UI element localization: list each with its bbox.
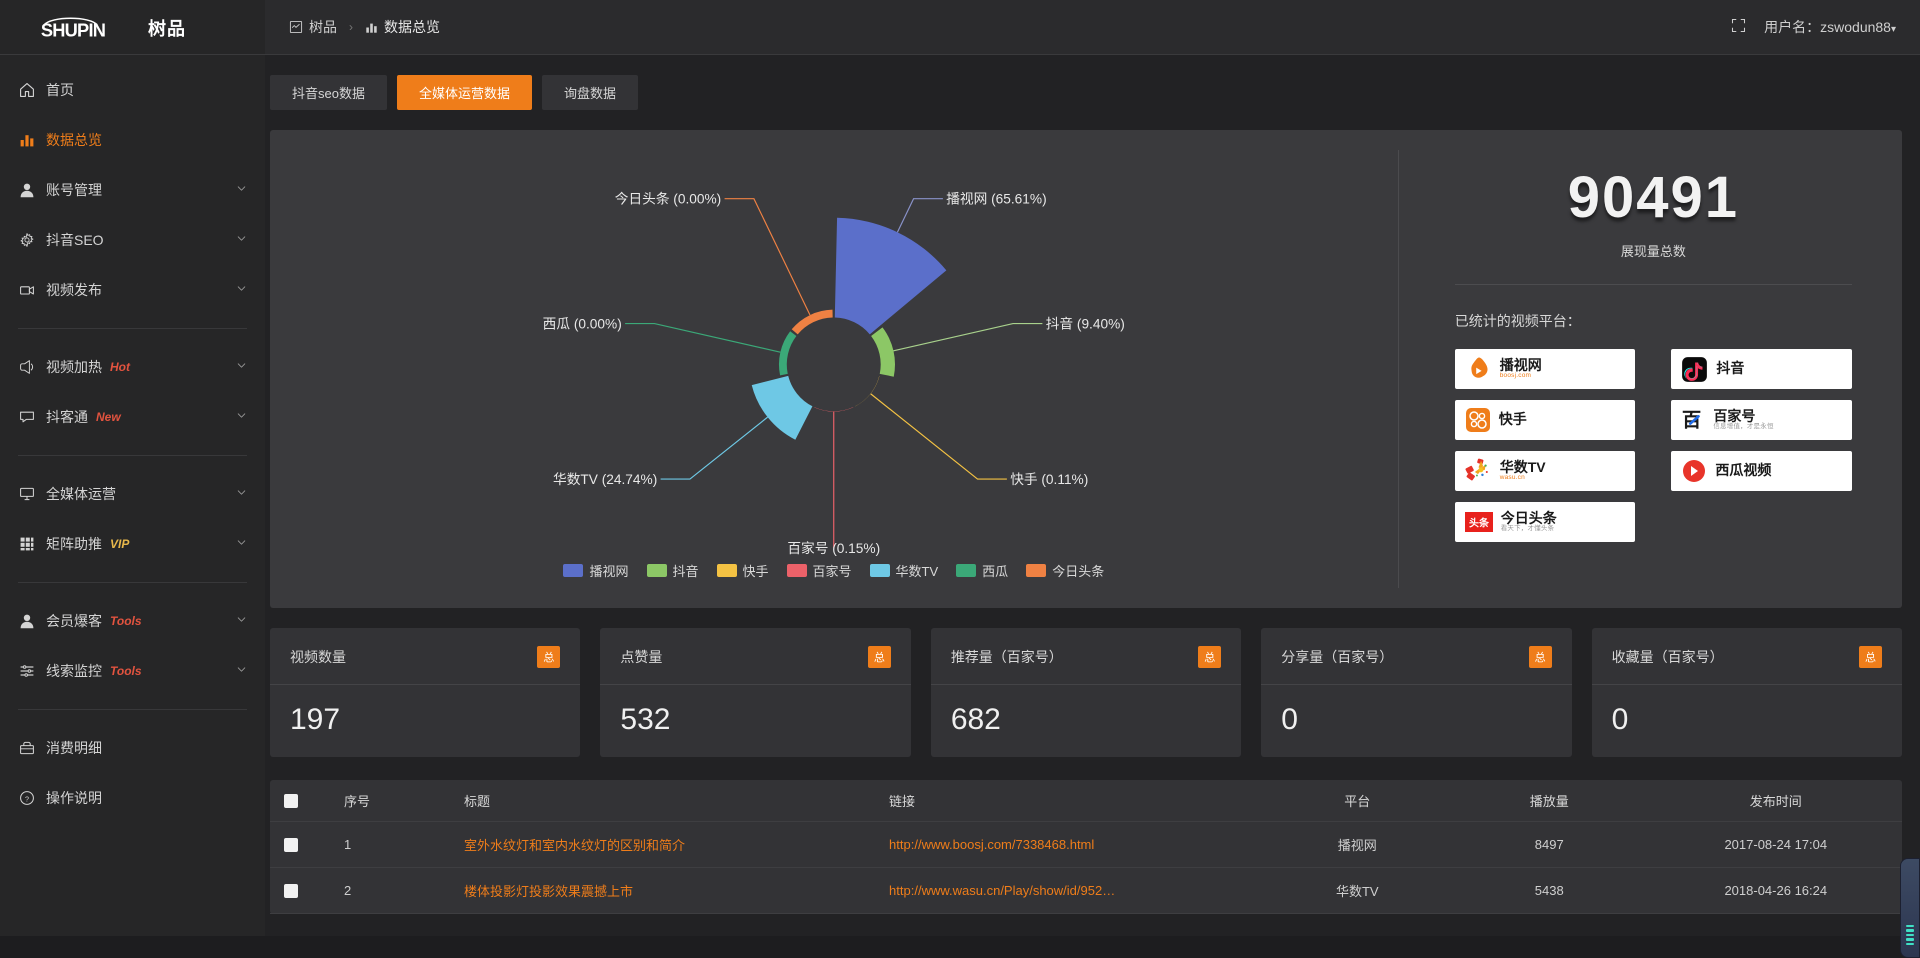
svg-text:今日头条 (0.00%): 今日头条 (0.00%) bbox=[615, 190, 721, 206]
svg-text:西瓜 (0.00%): 西瓜 (0.00%) bbox=[543, 316, 622, 331]
svg-text:百家号 (0.15%): 百家号 (0.15%) bbox=[787, 540, 880, 556]
svg-text:华数TV (24.74%): 华数TV (24.74%) bbox=[553, 472, 657, 487]
svg-text:百: 百 bbox=[1682, 409, 1701, 431]
svg-text:播视网 (65.61%): 播视网 (65.61%) bbox=[946, 191, 1046, 206]
svg-text:头条: 头条 bbox=[1469, 517, 1490, 530]
svg-text:?: ? bbox=[25, 795, 29, 804]
svg-text:SHUPIN: SHUPIN bbox=[41, 19, 105, 39]
svg-text:快手 (0.11%): 快手 (0.11%) bbox=[1010, 472, 1088, 487]
svg-text:抖音 (9.40%): 抖音 (9.40%) bbox=[1046, 315, 1125, 331]
